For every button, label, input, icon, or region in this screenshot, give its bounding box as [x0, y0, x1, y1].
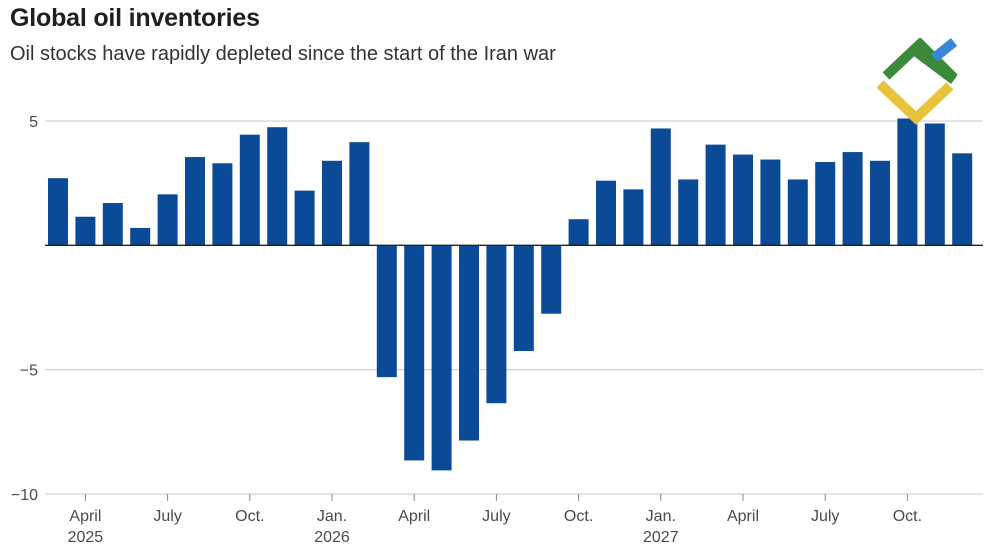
bar: [541, 245, 562, 314]
logo-blue-stroke: [930, 38, 958, 62]
x-tick-label: Oct.: [235, 508, 264, 525]
bar: [787, 179, 808, 246]
bar: [897, 118, 918, 246]
x-tick-year-label: 2027: [643, 529, 679, 545]
x-tick-label: July: [482, 508, 510, 525]
gridlines: [45, 120, 983, 495]
chart-title: Global oil inventories: [10, 4, 260, 32]
bar: [650, 128, 671, 246]
bar: [568, 219, 589, 246]
x-tick-label: April: [727, 508, 759, 525]
bar: [212, 163, 233, 246]
bar: [157, 194, 178, 246]
bar: [267, 127, 288, 246]
y-tick-label: −10: [11, 487, 38, 504]
chart-subtitle: Oil stocks have rapidly depleted since t…: [10, 43, 556, 65]
x-tick-label: Jan.: [317, 508, 347, 525]
bar: [459, 245, 479, 441]
x-tick-label: April: [398, 508, 430, 525]
bar: [239, 134, 260, 246]
x-tick-label: April: [69, 508, 101, 525]
bar: [815, 162, 836, 246]
logo-green-cross-stroke: [911, 46, 957, 84]
bar: [870, 160, 890, 246]
x-tick-label: Jan.: [646, 508, 676, 525]
bar: [102, 203, 123, 246]
bar: [130, 227, 151, 246]
bar: [596, 180, 616, 246]
bar: [733, 154, 753, 246]
x-tick-label: July: [153, 508, 181, 525]
bar: [185, 157, 205, 246]
bar: [349, 142, 370, 246]
bar: [431, 245, 452, 471]
bar: [760, 159, 781, 246]
bar: [486, 245, 507, 404]
bar: [322, 160, 342, 246]
x-tick-year-label: 2026: [314, 529, 350, 545]
y-tick-label: −5: [20, 363, 38, 380]
tick-labels: 5 −5 −10 April 2025 July Oct. Jan. 2026 April July…: [11, 114, 922, 545]
bar: [404, 245, 425, 461]
bar: [75, 216, 96, 246]
bars: [48, 118, 973, 471]
x-tick-label: Oct.: [893, 508, 922, 525]
x-tick-label: July: [811, 508, 839, 525]
x-tick-year-label: 2025: [68, 529, 104, 545]
y-tick-label: 5: [29, 114, 38, 131]
bar: [376, 245, 397, 378]
bar: [952, 153, 973, 246]
axes: [45, 244, 983, 501]
bar: [924, 123, 945, 246]
bar: [705, 144, 726, 246]
bar: [623, 189, 644, 246]
logo-yellow-stroke: [876, 80, 954, 125]
bar: [842, 152, 863, 246]
bar: [48, 178, 68, 246]
bar: [294, 190, 315, 246]
x-tick-label: Oct.: [564, 508, 593, 525]
bar: [678, 179, 699, 246]
bar: [513, 245, 534, 352]
brand-logo-icon: [876, 38, 958, 125]
